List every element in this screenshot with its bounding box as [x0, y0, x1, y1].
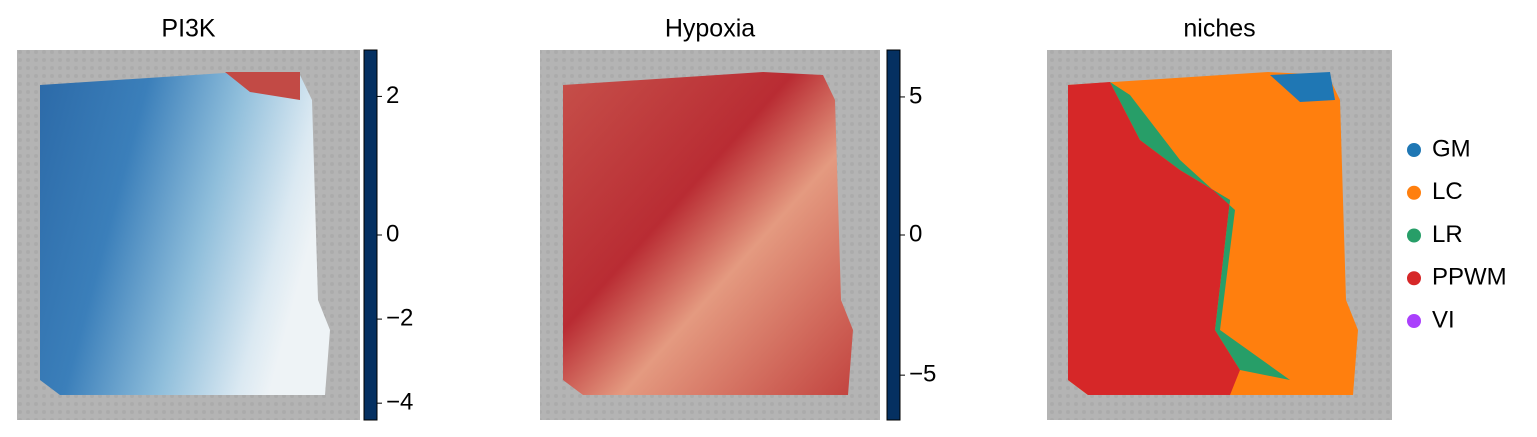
colorbar-tick-label: −5 — [909, 360, 936, 387]
legend-marker — [1407, 143, 1421, 157]
legend-label: LC — [1432, 178, 1463, 205]
legend-marker — [1407, 185, 1421, 200]
panel-title: niches — [1183, 15, 1255, 43]
colorbar-tick-label: −2 — [386, 304, 413, 331]
legend-marker — [1407, 271, 1421, 286]
colorbar-tick-label: 0 — [386, 220, 399, 247]
colorbar-tick-label: 5 — [909, 82, 922, 109]
panel-title: Hypoxia — [665, 15, 755, 43]
legend-label: PPWM — [1432, 264, 1507, 291]
legend-label: VI — [1432, 306, 1455, 333]
tissue-image — [540, 50, 880, 420]
tissue-image — [17, 50, 360, 420]
colorbar-tick-label: 0 — [909, 220, 922, 247]
colorbar — [363, 49, 378, 421]
tissue-image — [1047, 50, 1392, 420]
colorbar-tick-label: −4 — [386, 389, 413, 416]
colorbar — [886, 49, 901, 421]
legend-label: GM — [1432, 135, 1471, 162]
legend-marker — [1407, 228, 1421, 243]
legend-label: LR — [1432, 221, 1463, 248]
panel-title: PI3K — [161, 15, 216, 43]
colorbar-tick-label: 2 — [386, 82, 399, 109]
legend-marker — [1407, 314, 1421, 328]
